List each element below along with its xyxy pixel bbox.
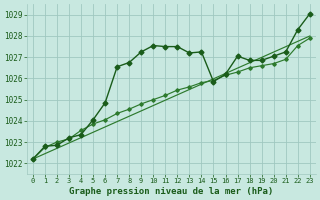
X-axis label: Graphe pression niveau de la mer (hPa): Graphe pression niveau de la mer (hPa) [69, 187, 274, 196]
